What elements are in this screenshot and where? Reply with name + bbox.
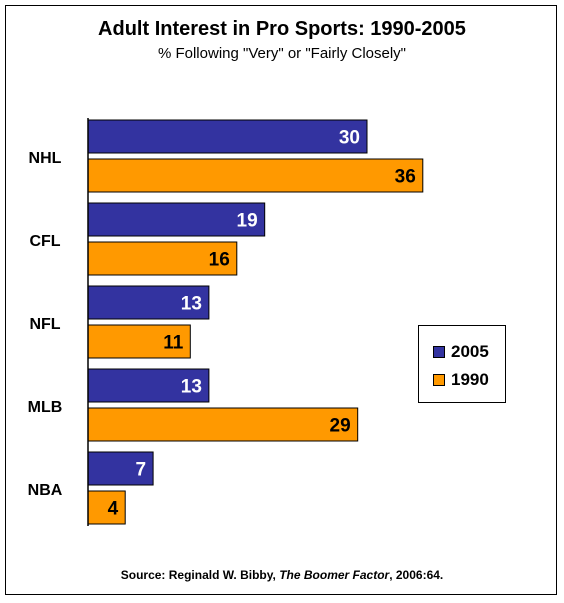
- data-label-nfl-2005: 13: [181, 294, 202, 315]
- bar-nhl-1990: [87, 158, 424, 193]
- source-suffix: , 2006:64.: [389, 568, 444, 582]
- chart-subtitle: % Following "Very" or "Fairly Closely": [157, 45, 407, 62]
- chart-title: Adult Interest in Pro Sports: 1990-2005: [98, 18, 466, 40]
- source-prefix: Source: Reginald W. Bibby,: [120, 568, 280, 582]
- legend-swatch-1990: [433, 374, 445, 386]
- legend-item-1990: 1990: [433, 370, 489, 390]
- legend-label-2005: 2005: [451, 342, 489, 361]
- data-label-nba-2005: 7: [136, 460, 147, 481]
- category-label-nhl: NHL: [29, 150, 62, 167]
- bar-nba-2005: [87, 451, 154, 486]
- bar-cfl-1990: [87, 241, 238, 276]
- data-label-cfl-1990: 16: [209, 250, 230, 271]
- bar-nhl-2005: [87, 119, 368, 154]
- data-label-mlb-1990: 29: [330, 416, 351, 437]
- category-label-nba: NBA: [28, 482, 63, 499]
- data-label-nba-1990: 4: [108, 499, 119, 520]
- bar-mlb-1990: [87, 407, 359, 442]
- bar-nba-1990: [87, 490, 126, 525]
- data-label-nhl-1990: 36: [395, 167, 416, 188]
- data-label-nfl-1990: 11: [163, 333, 184, 354]
- legend-item-2005: 2005: [433, 342, 489, 362]
- bar-nfl-1990: [87, 324, 191, 359]
- data-label-cfl-2005: 19: [237, 211, 258, 232]
- data-label-nhl-2005: 30: [339, 128, 360, 149]
- source-note: Source: Reginald W. Bibby, The Boomer Fa…: [0, 568, 564, 582]
- legend: 2005 1990: [418, 325, 506, 403]
- legend-label-1990: 1990: [451, 370, 489, 389]
- category-label-mlb: MLB: [28, 399, 63, 416]
- legend-swatch-2005: [433, 346, 445, 358]
- bar-cfl-2005: [87, 202, 266, 237]
- bar-nfl-2005: [87, 285, 210, 320]
- bar-mlb-2005: [87, 368, 210, 403]
- category-label-nfl: NFL: [29, 316, 60, 333]
- data-label-mlb-2005: 13: [181, 377, 202, 398]
- source-book-title: The Boomer Factor: [279, 568, 390, 582]
- category-label-cfl: CFL: [29, 233, 60, 250]
